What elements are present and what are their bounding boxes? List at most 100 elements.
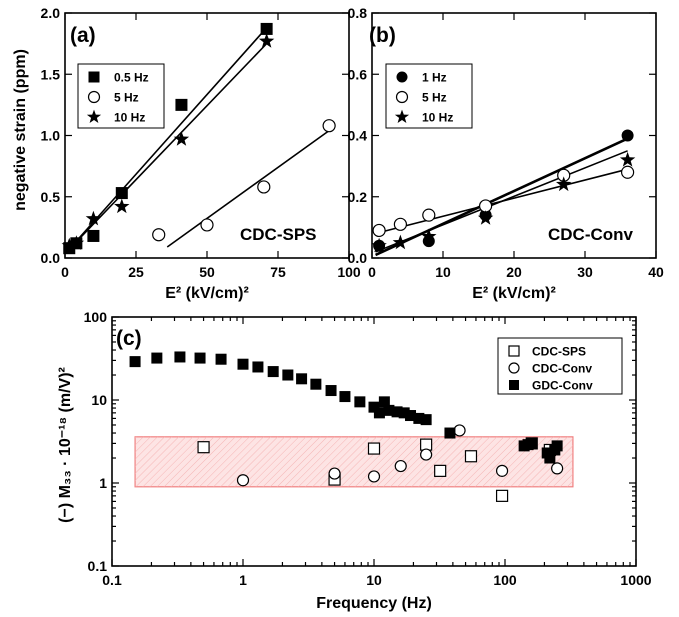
y-tick-label: 0.4 (348, 128, 368, 144)
data-point (392, 234, 409, 250)
data-point (477, 210, 494, 225)
data-point (322, 119, 336, 133)
x-tick-label: 30 (577, 264, 593, 280)
y-tick-label: 0.1 (88, 558, 108, 574)
y-tick-label: 100 (84, 309, 108, 325)
legend-marker (396, 71, 408, 83)
legend-label: 10 Hz (114, 111, 145, 125)
legend-marker (508, 362, 520, 374)
data-point (252, 361, 264, 373)
data-point (151, 352, 163, 364)
x-tick-label: 50 (199, 264, 215, 280)
data-point (354, 396, 366, 408)
x-tick-label: 20 (506, 264, 522, 280)
y-tick-label: 0.0 (348, 250, 368, 266)
data-point (544, 452, 556, 464)
data-point (422, 208, 436, 222)
data-point (339, 391, 351, 403)
data-point (257, 180, 271, 194)
data-point (296, 373, 308, 385)
data-point (129, 356, 141, 368)
y-tick-label: 0.5 (41, 189, 61, 205)
data-point (420, 438, 433, 451)
data-point (551, 462, 564, 475)
data-point (237, 358, 249, 370)
x-tick-label: 25 (128, 264, 144, 280)
data-point (61, 237, 77, 253)
annotation-cdc-sps: CDC-SPS (240, 225, 317, 244)
data-point (371, 237, 387, 253)
data-point (526, 437, 538, 449)
data-point (619, 151, 636, 167)
panel-a-chart: 0 25 50 75 100 0.0 0.5 1.0 1.5 2.0 (a) CDC-SPS 0.… (12, 5, 361, 302)
legend-marker (394, 109, 410, 123)
legend-c: CDC-SPS CDC-Conv GDC-Conv (497, 337, 623, 395)
data-point (420, 448, 433, 461)
y-tick-label: 2.0 (41, 5, 61, 21)
legend-marker (86, 109, 102, 123)
axes: 0.1 1 10 100 1000 0.1 1 10 100 (84, 309, 652, 588)
fit-line (67, 43, 268, 252)
data-point (405, 410, 417, 422)
data-point (453, 424, 466, 437)
data-point (368, 401, 380, 413)
legend-marker (508, 345, 520, 357)
data-point (267, 366, 279, 378)
data-point (152, 228, 166, 242)
panel-c-chart: 0.1 1 10 100 1000 0.1 1 10 100 (c) CDC-SPS CDC-Co… (57, 309, 652, 612)
data-point (398, 407, 410, 419)
data-points (371, 129, 636, 253)
data-point (434, 464, 447, 477)
data-point (68, 235, 85, 250)
panel-label-a: (a) (70, 24, 96, 47)
data-point (373, 407, 385, 419)
data-point (464, 450, 478, 463)
data-point (413, 412, 425, 424)
legend-label: 5 Hz (114, 91, 139, 105)
legend-label: CDC-Conv (532, 362, 592, 376)
legend-label: 1 Hz (422, 71, 447, 85)
data-point (87, 229, 100, 242)
x-tick-label: 100 (337, 264, 361, 280)
x-tick-label: 10 (435, 264, 451, 280)
data-point (393, 217, 407, 231)
data-point (114, 198, 130, 214)
legend-marker (87, 90, 101, 104)
x-axis-label: E² (kV/cm)² (165, 285, 249, 302)
x-tick-label: 40 (648, 264, 664, 280)
data-point (394, 459, 407, 473)
data-point (420, 414, 432, 426)
annotation-cdc-conv: CDC-Conv (548, 225, 634, 244)
data-point (174, 351, 186, 363)
y-axis-label: negative strain (ppm) (12, 49, 29, 211)
data-point (383, 404, 395, 416)
panel-label-b: (b) (369, 24, 396, 47)
data-point (194, 352, 206, 364)
legend-b: 1 Hz 5 Hz 10 Hz (385, 63, 473, 129)
data-point (325, 385, 337, 397)
x-axis-label: Frequency (Hz) (316, 595, 432, 612)
fit-lines (375, 137, 629, 257)
axes-frame (371, 12, 657, 259)
y-tick-label: 1.5 (41, 66, 61, 82)
data-point (310, 378, 322, 390)
x-tick-label: 10 (366, 572, 382, 588)
data-point (495, 489, 509, 502)
data-point (260, 22, 273, 35)
data-point (282, 369, 294, 381)
data-point (551, 440, 563, 452)
fit-line (67, 27, 268, 252)
legend-marker (509, 380, 519, 390)
data-point (175, 98, 188, 111)
data-point (215, 353, 227, 365)
data-point (391, 406, 403, 418)
data-point (556, 176, 572, 192)
data-point (85, 210, 102, 226)
data-points (129, 351, 564, 502)
y-tick-label: 10 (91, 392, 107, 408)
legend-label: 5 Hz (422, 91, 447, 105)
legend-marker (88, 71, 100, 83)
data-point (236, 474, 250, 487)
data-point (328, 467, 341, 480)
